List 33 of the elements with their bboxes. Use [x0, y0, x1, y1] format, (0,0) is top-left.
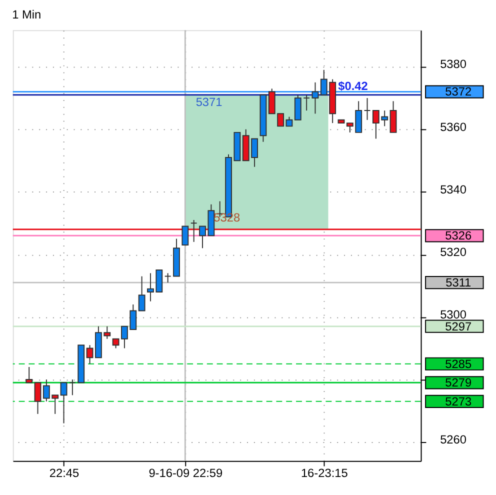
- candlestick: [26, 366, 33, 384]
- candlestick: [294, 94, 302, 120]
- ref-line-label: 5326: [445, 228, 472, 243]
- candlestick: [68, 379, 76, 396]
- candlestick: [34, 382, 42, 414]
- y-tick-label: 5380: [440, 57, 467, 72]
- candlestick: [286, 116, 293, 127]
- chart-title: 1 Min: [12, 8, 42, 22]
- y-tick-label: 5320: [440, 244, 467, 259]
- candlestick: [60, 382, 68, 424]
- ref-line-label: 5297: [445, 319, 472, 334]
- x-tick-label: 16-23:15: [300, 466, 348, 480]
- ref-line-label: 5273: [445, 394, 472, 408]
- candlestick: [364, 98, 371, 120]
- candlestick: [312, 82, 319, 114]
- candlestick: [390, 100, 397, 133]
- ref-line-label: 5279: [445, 376, 472, 390]
- y-tick-label: 5340: [440, 182, 467, 196]
- ref-line-label: 5311: [446, 276, 472, 290]
- candlestick: [303, 94, 310, 112]
- y-tick-label: 5360: [440, 120, 467, 134]
- x-tick-label: 22:45: [49, 466, 80, 480]
- x-tick-label: 9-16-09 22:59: [148, 466, 224, 480]
- candlestick: [164, 272, 172, 284]
- ref-line-label: 5285: [445, 356, 472, 371]
- y-tick-label: 5260: [440, 432, 467, 447]
- candlestick: [182, 226, 189, 246]
- y-tick-label: 5300: [440, 307, 467, 322]
- candlestick: [190, 220, 198, 242]
- annotation: $0.42: [338, 78, 368, 93]
- ref-line-label: 5372: [445, 84, 472, 99]
- candlestick: [138, 276, 146, 312]
- annotation: 5371: [196, 94, 223, 109]
